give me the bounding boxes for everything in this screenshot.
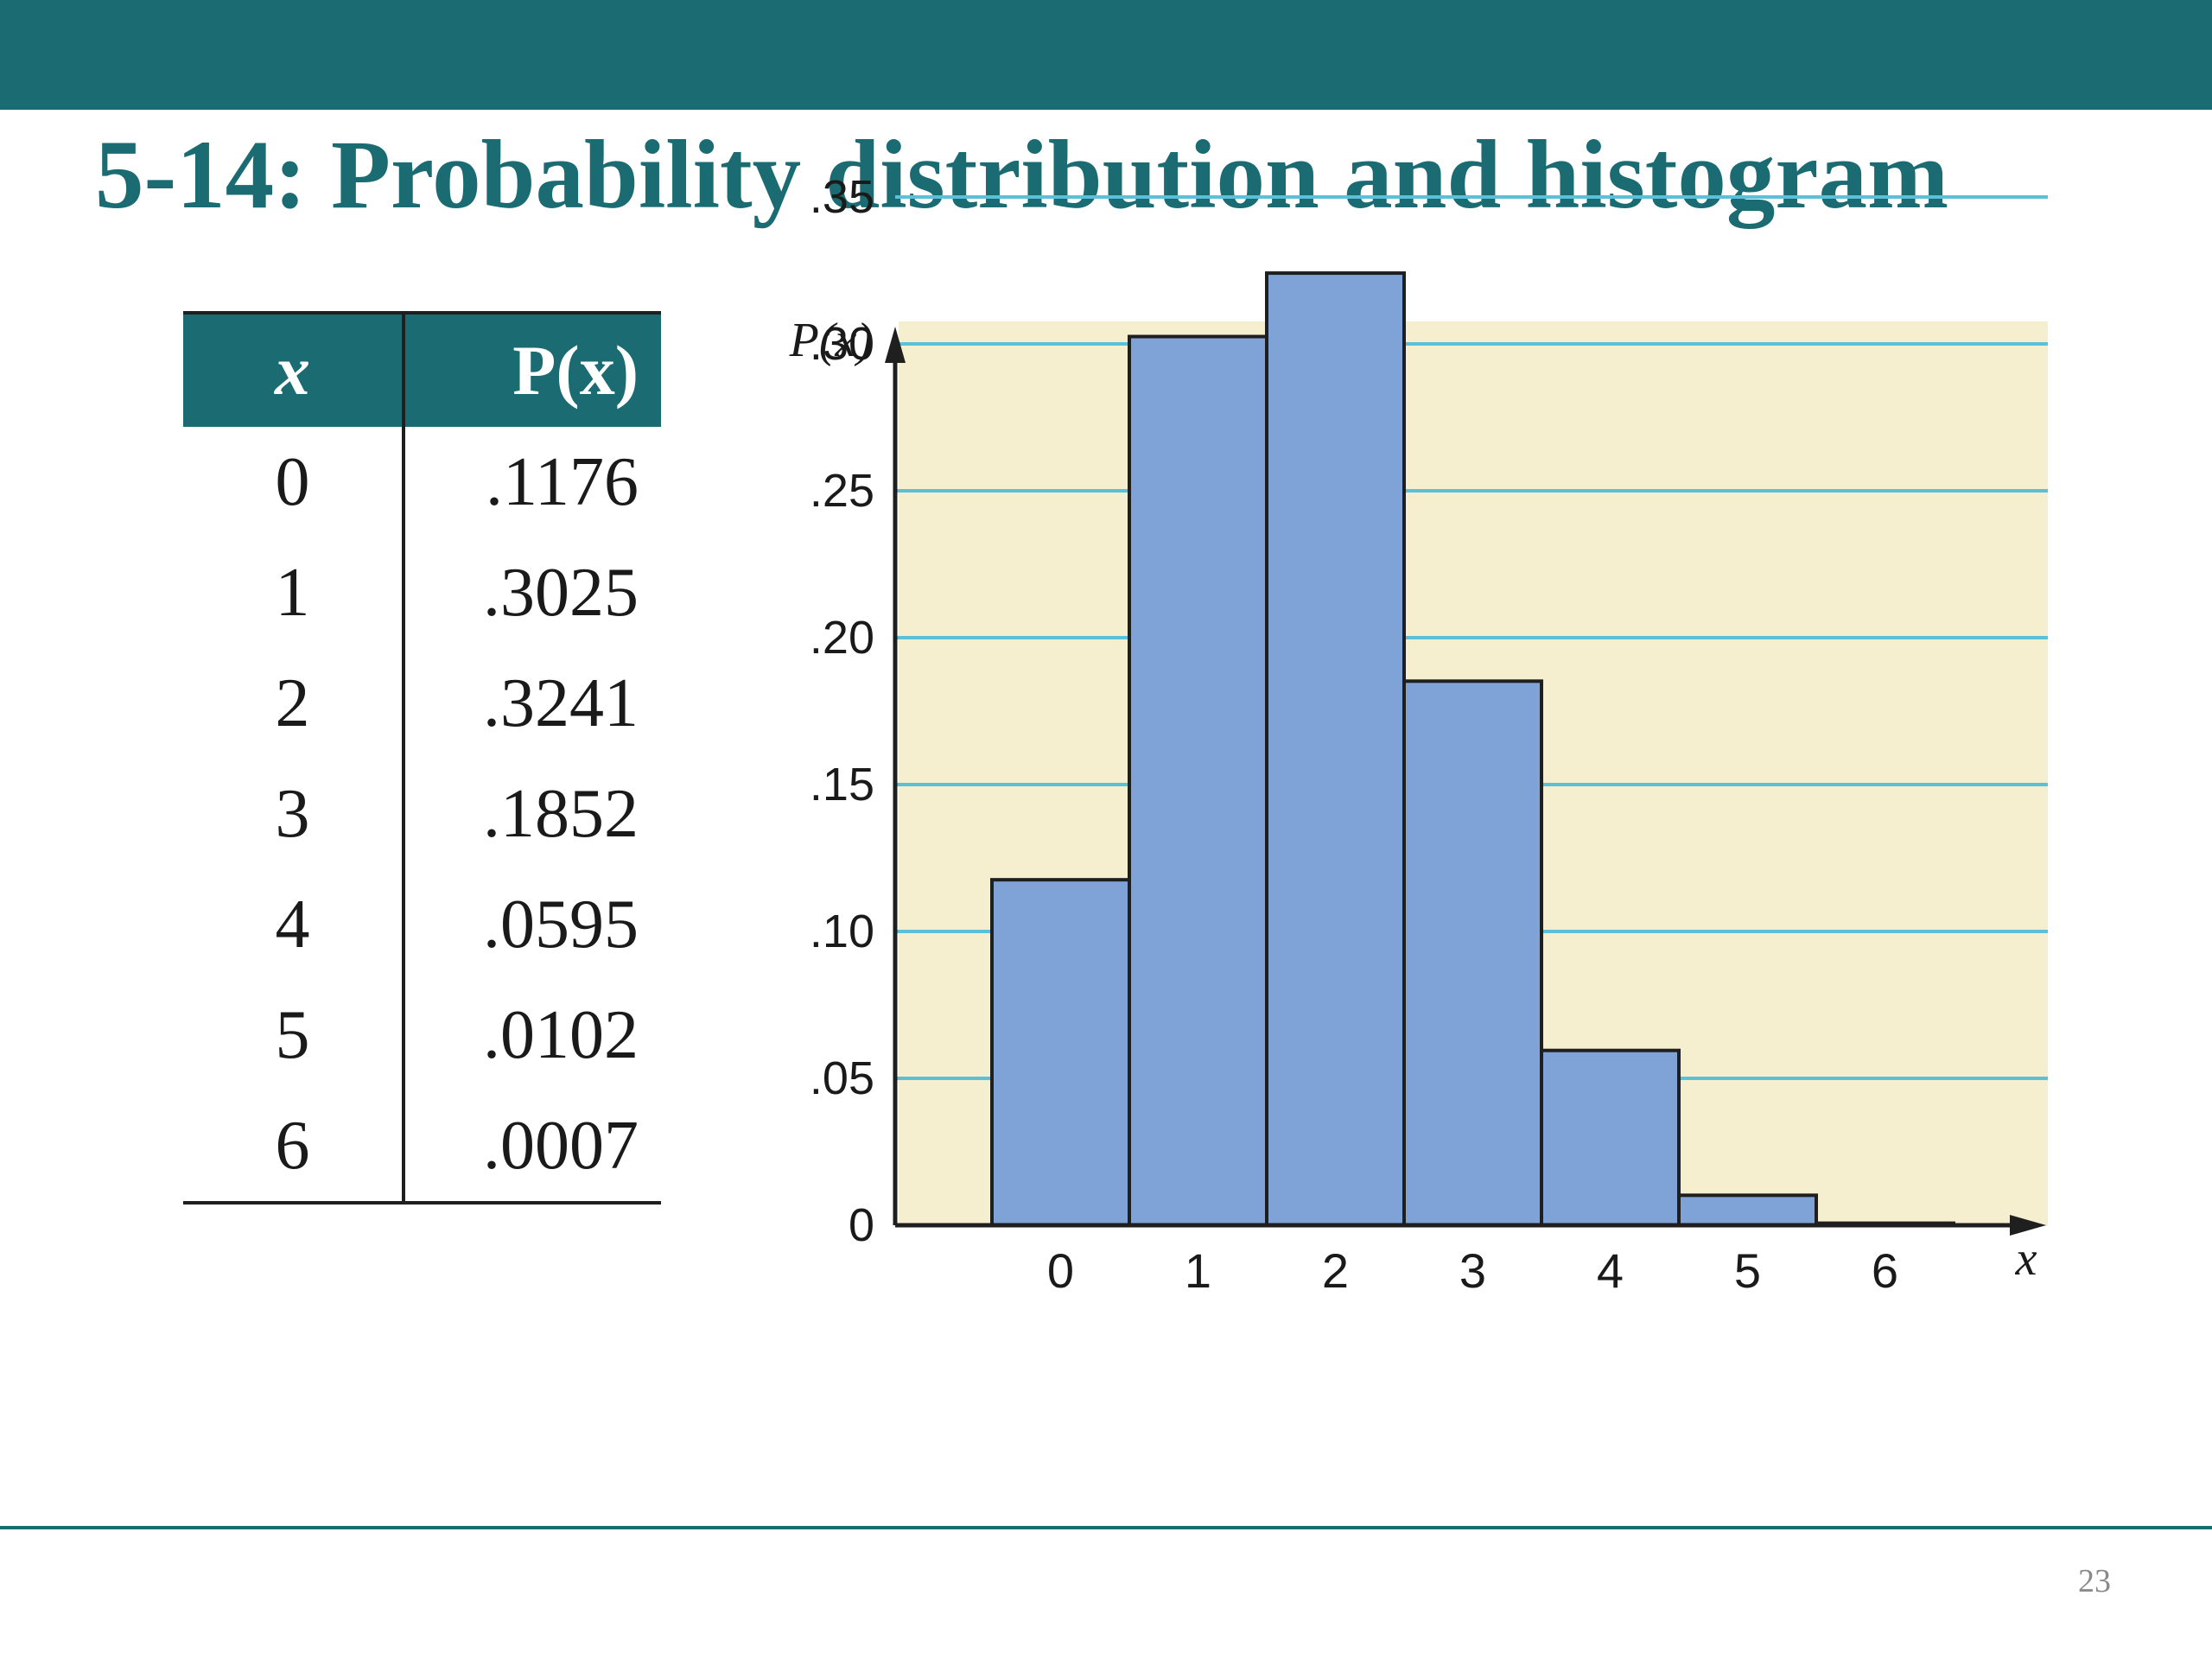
page-title: 5-14: Probability distribution and histo… [95, 121, 1949, 229]
cell-px: .0595 [402, 869, 661, 980]
x-tick-label: 6 [1872, 1243, 1898, 1298]
y-tick-label: .10 [810, 906, 874, 957]
x-tick-label: 0 [1047, 1243, 1074, 1298]
histogram-bar-4 [1540, 1048, 1681, 1227]
x-tick-label: 2 [1322, 1243, 1349, 1298]
y-tick-label: .35 [810, 171, 874, 223]
cell-x: 4 [275, 886, 310, 963]
cell-x: 1 [275, 554, 310, 631]
cell-px: .0102 [402, 980, 661, 1090]
histogram-bar-1 [1128, 334, 1268, 1227]
table-row: 0 .1176 [183, 427, 661, 537]
column-header-x: x [183, 311, 404, 427]
x-tick-label: 4 [1597, 1243, 1624, 1298]
table-row: 1 .3025 [183, 537, 661, 648]
cell-x: 0 [275, 443, 310, 520]
y-tick-label: .30 [810, 318, 874, 370]
header-bar [0, 0, 2212, 110]
histogram-chart: 0 .05 .10 .15 .20 .25 .30 .35 0 1 2 3 4 5 6 P(x) x [789, 171, 2048, 1298]
cell-px: .1852 [402, 759, 661, 869]
y-axis-arrow-icon [885, 327, 906, 363]
x-tick-label: 5 [1734, 1243, 1761, 1298]
histogram-bar-5 [1677, 1193, 1818, 1227]
column-header-px: P(x) [402, 311, 661, 427]
probability-table: x P(x) 0 .1176 1 .3025 2 .3241 3 .1852 4… [183, 311, 661, 1205]
cell-px: .1176 [402, 427, 661, 537]
x-axis-label: x [2015, 1232, 2037, 1286]
cell-px: .3025 [402, 537, 661, 648]
cell-px: .3241 [402, 648, 661, 759]
table-row: 4 .0595 [183, 869, 661, 980]
footer-divider [0, 1526, 2212, 1529]
x-tick-label: 3 [1459, 1243, 1486, 1298]
histogram-bar-3 [1402, 679, 1543, 1227]
histogram-bar-0 [990, 878, 1131, 1227]
y-axis-label: P(x) [789, 314, 873, 367]
cell-x: 6 [183, 1090, 404, 1205]
table-row: 6 .0007 [183, 1090, 661, 1205]
cell-x: 5 [275, 996, 310, 1073]
tick-labels: 0 .05 .10 .15 .20 .25 .30 .35 0 1 2 3 4 5 6 [810, 171, 1898, 1298]
bars [990, 271, 1955, 1227]
cell-x: 2 [275, 664, 310, 741]
y-tick-label: .20 [810, 612, 874, 664]
x-tick-label: 1 [1185, 1243, 1211, 1298]
table-header-row: x P(x) [183, 311, 661, 427]
table-row: 5 .0102 [183, 980, 661, 1090]
x-axis-arrow-icon [2010, 1215, 2046, 1236]
y-tick-label: .05 [810, 1052, 874, 1104]
table-row: 3 .1852 [183, 759, 661, 869]
page-number: 23 [2078, 1563, 2111, 1599]
cell-px: .0007 [402, 1090, 661, 1205]
table-row: 2 .3241 [183, 648, 661, 759]
histogram-bar-2 [1265, 271, 1406, 1227]
y-tick-label: .25 [810, 465, 874, 517]
y-tick-label: .15 [810, 759, 874, 810]
y-tick-label: 0 [849, 1199, 874, 1251]
cell-x: 3 [275, 775, 310, 852]
